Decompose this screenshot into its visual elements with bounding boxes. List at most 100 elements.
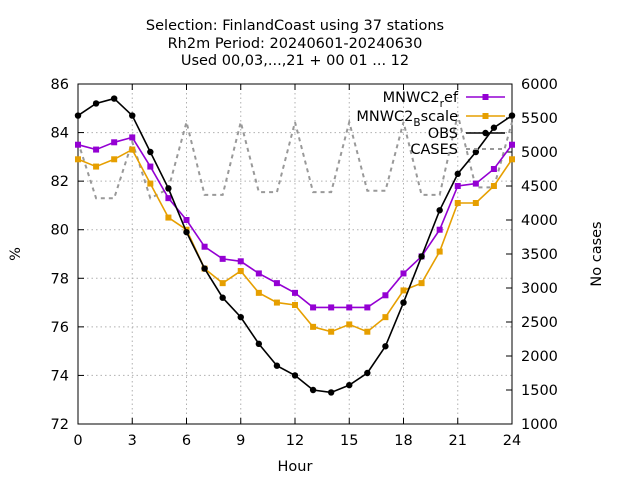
data-point	[111, 156, 118, 163]
data-point	[309, 386, 317, 394]
y-tick-label: 78	[51, 271, 69, 287]
data-point	[201, 243, 208, 250]
data-point	[418, 253, 425, 260]
data-point	[509, 141, 515, 148]
data-point	[219, 294, 226, 301]
y2-tick-label: 3500	[521, 247, 558, 263]
title-line-2: Rh2m Period: 20240601-20240630	[168, 36, 423, 52]
data-point	[418, 280, 425, 287]
legend-label: MNWC2Bscale	[356, 109, 458, 129]
data-point	[472, 200, 479, 206]
data-point	[165, 185, 172, 192]
data-point	[93, 146, 100, 153]
data-point	[310, 323, 317, 330]
legend-label: OBS	[428, 126, 458, 142]
x-tick-label: 21	[449, 433, 467, 449]
legend-entry: CASES	[410, 142, 505, 158]
data-point	[255, 340, 263, 348]
data-point	[400, 270, 407, 277]
series-obs	[74, 95, 516, 396]
data-point	[92, 100, 100, 107]
data-point	[292, 289, 298, 296]
x-tick-label: 18	[394, 433, 412, 449]
series-line	[77, 114, 513, 200]
data-point	[219, 280, 226, 287]
data-point	[129, 112, 136, 119]
data-point	[364, 369, 371, 377]
data-point	[110, 95, 118, 102]
data-point	[490, 183, 497, 189]
data-point	[382, 314, 389, 321]
y2-tick-label: 2000	[521, 349, 558, 365]
data-point	[310, 304, 317, 311]
title-line-1: Selection: FinlandCoast using 37 station…	[146, 18, 444, 34]
data-point	[273, 280, 280, 287]
data-point	[237, 258, 244, 265]
data-point	[74, 112, 82, 119]
data-point	[147, 148, 154, 156]
legend-label: MNWC2ref	[383, 90, 459, 110]
data-point	[490, 124, 498, 131]
data-point	[328, 328, 335, 335]
data-point	[273, 299, 280, 306]
y-tick-label: 80	[51, 223, 69, 239]
data-point	[436, 207, 443, 214]
legend-marker	[482, 94, 489, 100]
y2-tick-label: 5000	[521, 145, 558, 161]
data-point	[183, 217, 190, 223]
y2-tick-label: 1000	[521, 417, 558, 433]
data-point	[327, 389, 335, 396]
data-point	[472, 148, 480, 156]
data-point	[509, 156, 515, 163]
x-tick-label: 15	[340, 433, 358, 449]
legend-marker	[482, 113, 489, 119]
y-axis-label: %	[8, 247, 24, 261]
data-point	[75, 141, 81, 148]
y2-tick-label: 2500	[521, 315, 558, 331]
y-tick-label: 82	[51, 174, 69, 190]
x-axis-label: Hour	[278, 459, 313, 475]
legend-entry: MNWC2Bscale	[356, 109, 505, 129]
axes: 0 3 6 9 12 15 18 21 24 72 74 76 78 80 82 84 86 1000 1500 20…	[51, 77, 558, 449]
data-point	[328, 304, 335, 311]
y2-tick-label: 5500	[521, 111, 558, 127]
y2-tick-label: 4500	[521, 179, 558, 195]
data-point	[364, 304, 371, 311]
data-point	[273, 362, 281, 369]
y2-tick-label: 4000	[521, 213, 558, 229]
y-tick-label: 72	[51, 417, 69, 433]
y-tick-label: 76	[51, 320, 69, 336]
data-point	[237, 313, 244, 321]
legend-marker	[482, 129, 489, 137]
data-point	[472, 180, 479, 187]
y-tick-label: 84	[51, 126, 69, 142]
legend-entry: MNWC2ref	[383, 90, 505, 110]
y2-tick-label: 3000	[521, 281, 558, 297]
y2-tick-label: 1500	[521, 383, 558, 399]
data-point	[219, 255, 226, 262]
x-tick-label: 6	[182, 433, 191, 449]
legend-label: CASES	[410, 142, 458, 158]
y2-tick-label: 6000	[521, 77, 558, 93]
chart-title: Selection: FinlandCoast using 37 station…	[146, 18, 444, 69]
data-point	[255, 289, 262, 296]
data-point	[382, 292, 389, 299]
data-point	[147, 180, 154, 187]
series-cases	[77, 114, 513, 200]
plot-frame	[77, 83, 513, 425]
data-point	[436, 248, 443, 255]
data-point	[490, 166, 497, 172]
data-point	[508, 112, 516, 119]
data-point	[400, 287, 407, 294]
y-tick-label: 86	[51, 77, 69, 93]
data-point	[382, 343, 389, 350]
data-point	[129, 146, 136, 153]
data-point	[111, 139, 118, 146]
data-point	[346, 381, 353, 389]
data-point	[237, 268, 244, 274]
x-tick-label: 0	[73, 433, 82, 449]
data-point	[454, 183, 461, 189]
data-point	[454, 200, 461, 206]
